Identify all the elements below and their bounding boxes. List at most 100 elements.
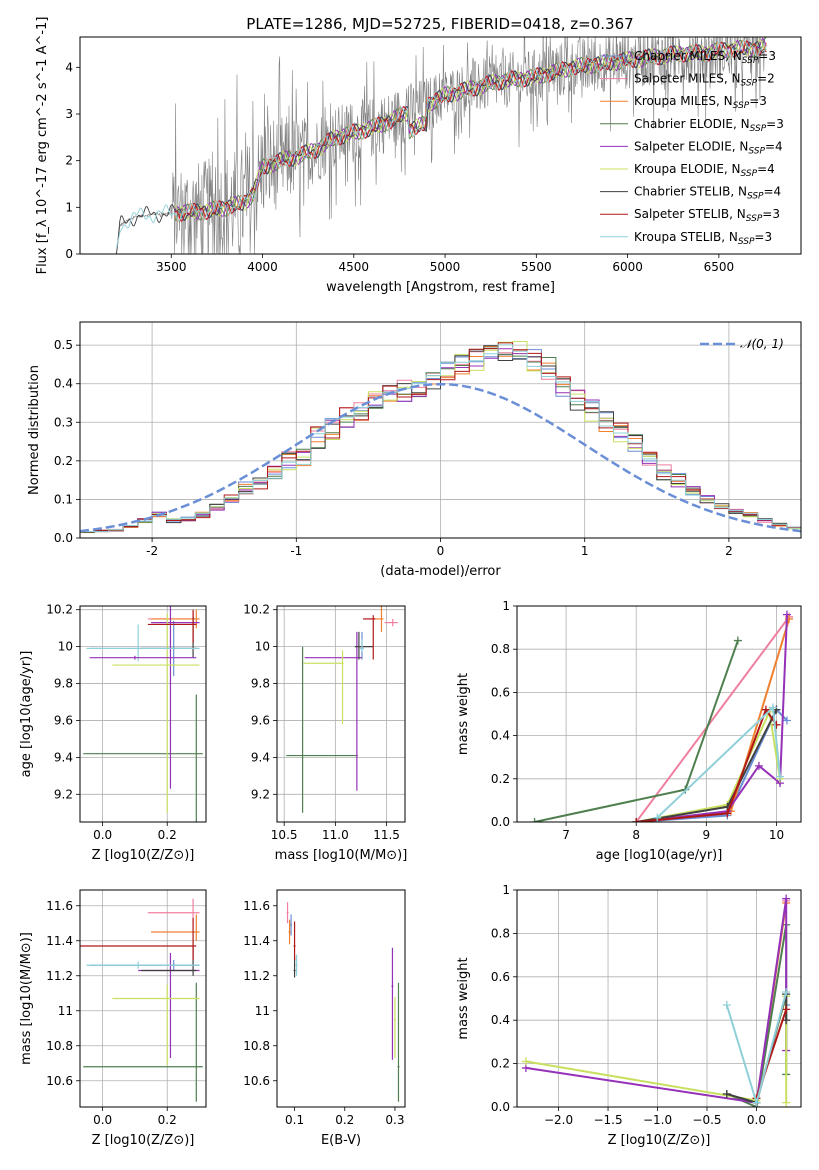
x-tick-label: 0.0 — [93, 828, 112, 842]
weight-marker — [754, 761, 763, 770]
weight-line-salpeter-elodie — [525, 898, 788, 1104]
weight-line-salpeter-miles — [635, 616, 790, 822]
y-tick-label: 9.6 — [54, 713, 73, 727]
legend-entry: Salpeter MILES, NSSP=2 — [634, 72, 775, 89]
x-tick-label: 7 — [562, 828, 570, 842]
x-tick-label: 0.3 — [385, 1113, 404, 1127]
chart-mass-age: 10.5 11.0 11.5 9.2 9.4 9.6 9.8 10 10.2 mass [log1… — [243, 603, 407, 863]
y-tick-label: 10.8 — [46, 1039, 73, 1053]
weight-line-chabrier-miles — [636, 707, 788, 822]
x-tick-label: 9 — [703, 828, 711, 842]
y-tick-label: 11 — [255, 1004, 270, 1018]
weight-marker — [733, 636, 742, 645]
x-tick-label: 6500 — [704, 260, 735, 274]
figure-title: PLATE=1286, MJD=52725, FIBERID=0418, z=0… — [246, 15, 633, 33]
chart-z-mass: 0.0 0.2 10.6 10.8 11 11.2 11.4 11.6 Z [log10(Z/Z… — [19, 889, 207, 1148]
y-tick-label: 0.3 — [54, 415, 73, 429]
chart-residuals: -2 -1 0 1 2 0.0 0.1 0.2 0.3 0.4 0.5 (data-model)/er… — [27, 321, 802, 579]
gaussian-line — [80, 382, 801, 533]
weight-marker — [782, 610, 791, 619]
plot-frame — [276, 889, 406, 1108]
weight-marker — [782, 987, 791, 996]
hist-step-salpeter-stelib — [80, 342, 801, 538]
y-tick-label: 0.2 — [491, 772, 510, 786]
x-tick-label: 6000 — [612, 260, 643, 274]
legend-subscript: SSP — [747, 192, 764, 202]
y-tick-label: 9.2 — [251, 787, 270, 801]
plot-area — [286, 606, 398, 813]
legend-suffix: =3 — [749, 94, 767, 108]
legend-subscript: SSP — [738, 237, 755, 247]
y-axis-label: Normed distribution — [27, 365, 42, 495]
y-tick-label: 1 — [65, 200, 73, 214]
weight-line-salpeter-stelib — [636, 707, 778, 822]
y-tick-label: 0.6 — [491, 685, 510, 699]
x-tick-label: -1 — [290, 544, 302, 558]
y-tick-label: 4 — [65, 60, 73, 74]
y-tick-label: 0.8 — [491, 642, 510, 656]
x-tick-label: −1.0 — [643, 1113, 672, 1127]
model-line-salpeter-elodie — [174, 37, 767, 220]
y-tick-label: 0.0 — [54, 531, 73, 545]
y-tick-label: 10.6 — [243, 1074, 270, 1088]
legend: Chabrier MILES, NSSP=3 Salpeter MILES, NS… — [600, 49, 784, 247]
x-tick-label: 10 — [769, 828, 784, 842]
y-tick-label: 9.8 — [54, 677, 73, 691]
y-tick-label: 10 — [58, 640, 73, 654]
plot-area — [521, 894, 791, 1107]
plot-frame — [516, 605, 802, 823]
legend-entry: Chabrier ELODIE, NSSP=3 — [634, 117, 784, 134]
y-tick-label: 0 — [65, 247, 73, 261]
legend-subscript: SSP — [741, 169, 758, 179]
legend-suffix: =3 — [758, 49, 776, 63]
y-tick-label: 2 — [65, 154, 73, 168]
weight-marker — [761, 705, 770, 714]
y-tick-label: 10.8 — [243, 1039, 270, 1053]
x-tick-label: 0.0 — [93, 1113, 112, 1127]
legend-subscript: SSP — [748, 146, 765, 156]
y-tick-label: 0.4 — [491, 1013, 510, 1027]
model-line-salpeter-stelib — [174, 40, 767, 222]
plot-frame — [516, 889, 802, 1108]
y-tick-label: 0.6 — [491, 970, 510, 984]
y-tick-label: 9.4 — [251, 750, 270, 764]
weight-marker — [768, 703, 777, 712]
plot-frame — [276, 605, 406, 823]
model-line-kroupa-stelib — [116, 39, 767, 249]
legend-subscript: SSP — [742, 56, 759, 66]
y-tick-label: 11 — [58, 1004, 73, 1018]
weight-marker — [632, 818, 641, 822]
y-tick-label: 0.2 — [54, 454, 73, 468]
weight-marker — [782, 1005, 791, 1014]
plot-frame — [79, 36, 802, 255]
plot-area — [530, 610, 794, 822]
x-tick-label: 11.5 — [373, 828, 400, 842]
y-tick-label: 0.1 — [54, 492, 73, 506]
plot-area — [80, 898, 203, 1102]
legend-suffix: =2 — [757, 72, 775, 86]
x-tick-label: 0.2 — [158, 1113, 177, 1127]
legend-entry: Salpeter ELODIE, NSSP=4 — [634, 139, 783, 156]
x-axis-label: wavelength [Angstrom, rest frame] — [326, 280, 555, 295]
x-tick-label: 4000 — [247, 260, 278, 274]
y-tick-label: 10.2 — [46, 603, 73, 617]
legend-entry: Kroupa ELODIE, NSSP=4 — [634, 162, 775, 179]
x-axis-label: age [log10(age/yr)] — [596, 848, 723, 863]
weight-marker — [752, 1098, 761, 1107]
weight-marker — [722, 1001, 731, 1010]
y-tick-label: 10.6 — [46, 1074, 73, 1088]
x-tick-label: 1 — [581, 544, 589, 558]
y-tick-label: 0.8 — [491, 926, 510, 940]
x-tick-label: 0 — [437, 544, 445, 558]
legend-suffix: =4 — [757, 162, 775, 176]
y-tick-label: 11.4 — [46, 934, 73, 948]
y-tick-label: 11.2 — [46, 969, 73, 983]
x-tick-label: 10.5 — [271, 828, 298, 842]
legend-entry: Chabrier STELIB, NSSP=4 — [634, 185, 781, 202]
y-tick-label: 9.8 — [251, 677, 270, 691]
chart-age-weight: 7 8 9 10 0.0 0.2 0.4 0.6 0.8 1 age [log10(age/yr)]… — [456, 599, 802, 863]
y-tick-label: 0.5 — [54, 338, 73, 352]
y-tick-label: 0.0 — [491, 1100, 510, 1114]
x-tick-label: 0.1 — [285, 1113, 304, 1127]
